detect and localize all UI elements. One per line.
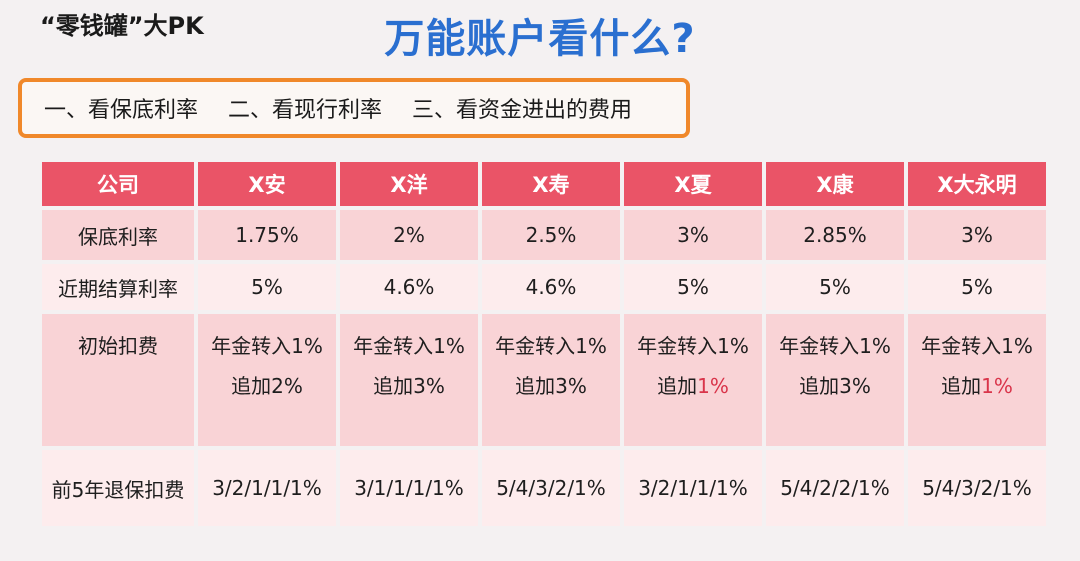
- fee-line1: 年金转入1%: [921, 334, 1033, 358]
- fee-line1: 年金转入1%: [779, 334, 891, 358]
- table-row: 近期结算利率 5% 4.6% 4.6% 5% 5% 5%: [42, 264, 1046, 310]
- table-cell: 5%: [766, 264, 904, 310]
- table-cell: 3/1/1/1/1%: [340, 450, 478, 526]
- key-point-1: 一、看保底利率: [44, 98, 199, 123]
- table-row: 保底利率 1.75% 2% 2.5% 3% 2.85% 3%: [42, 210, 1046, 260]
- corner-title: “零钱罐”大PK: [40, 12, 204, 40]
- table-cell: 5%: [908, 264, 1046, 310]
- header-company: X寿: [482, 162, 620, 206]
- table-cell: 年金转入1% 追加3%: [482, 314, 620, 446]
- table-cell: 5/4/3/2/1%: [908, 450, 1046, 526]
- table-cell: 2.5%: [482, 210, 620, 260]
- table-cell: 4.6%: [340, 264, 478, 310]
- row-label: 前5年退保扣费: [42, 450, 194, 526]
- fee-line2-prefix: 追加: [373, 374, 414, 398]
- fee-line1: 年金转入1%: [211, 334, 323, 358]
- header-company-label: 公司: [42, 162, 194, 206]
- table-cell: 年金转入1% 追加2%: [198, 314, 336, 446]
- table-cell: 4.6%: [482, 264, 620, 310]
- key-point-3: 三、看资金进出的费用: [412, 98, 633, 123]
- fee-line1: 年金转入1%: [495, 334, 607, 358]
- table-cell: 5/4/2/2/1%: [766, 450, 904, 526]
- table-header-row: 公司 X安 X洋 X寿 X夏 X康 X大永明: [42, 162, 1046, 206]
- fee-line2-value: 3%: [413, 374, 445, 398]
- fee-line1: 年金转入1%: [353, 334, 465, 358]
- table-cell: 5%: [624, 264, 762, 310]
- table-cell: 2%: [340, 210, 478, 260]
- table-cell: 3/2/1/1/1%: [198, 450, 336, 526]
- table-cell: 5%: [198, 264, 336, 310]
- table-cell: 年金转入1% 追加1%: [908, 314, 1046, 446]
- header-company: X安: [198, 162, 336, 206]
- table-cell-highlight: 3%: [624, 210, 762, 260]
- table-cell: 3/2/1/1/1%: [624, 450, 762, 526]
- table-cell: 年金转入1% 追加3%: [340, 314, 478, 446]
- fee-line2-value: 3%: [555, 374, 587, 398]
- fee-line2-prefix: 追加: [657, 374, 698, 398]
- table-cell: 5/4/3/2/1%: [482, 450, 620, 526]
- table-row: 前5年退保扣费 3/2/1/1/1% 3/1/1/1/1% 5/4/3/2/1%…: [42, 450, 1046, 526]
- table-cell-highlight: 3%: [908, 210, 1046, 260]
- row-label: 保底利率: [42, 210, 194, 260]
- fee-line2-prefix: 追加: [941, 374, 982, 398]
- table-cell: 2.85%: [766, 210, 904, 260]
- fee-line2-value-highlight: 1%: [981, 374, 1013, 398]
- table-cell: 1.75%: [198, 210, 336, 260]
- header-company: X康: [766, 162, 904, 206]
- fee-line2-prefix: 追加: [515, 374, 556, 398]
- header-company: X洋: [340, 162, 478, 206]
- key-points-box: 一、看保底利率 二、看现行利率 三、看资金进出的费用: [18, 78, 690, 138]
- header-company: X夏: [624, 162, 762, 206]
- key-point-2: 二、看现行利率: [228, 98, 383, 123]
- row-label: 初始扣费: [42, 314, 194, 446]
- fee-line2-prefix: 追加: [799, 374, 840, 398]
- comparison-table: 公司 X安 X洋 X寿 X夏 X康 X大永明 保底利率 1.75% 2% 2.5…: [38, 158, 1050, 530]
- table-row: 初始扣费 年金转入1% 追加2% 年金转入1% 追加3% 年金转入1% 追加3%…: [42, 314, 1046, 446]
- table-cell: 年金转入1% 追加1%: [624, 314, 762, 446]
- fee-line2-value: 2%: [271, 374, 303, 398]
- row-label: 近期结算利率: [42, 264, 194, 310]
- fee-line2-prefix: 追加: [231, 374, 272, 398]
- fee-line2-value-highlight: 1%: [697, 374, 729, 398]
- table-cell: 年金转入1% 追加3%: [766, 314, 904, 446]
- fee-line1: 年金转入1%: [637, 334, 749, 358]
- page-title: 万能账户看什么?: [384, 16, 696, 62]
- header-company: X大永明: [908, 162, 1046, 206]
- fee-line2-value: 3%: [839, 374, 871, 398]
